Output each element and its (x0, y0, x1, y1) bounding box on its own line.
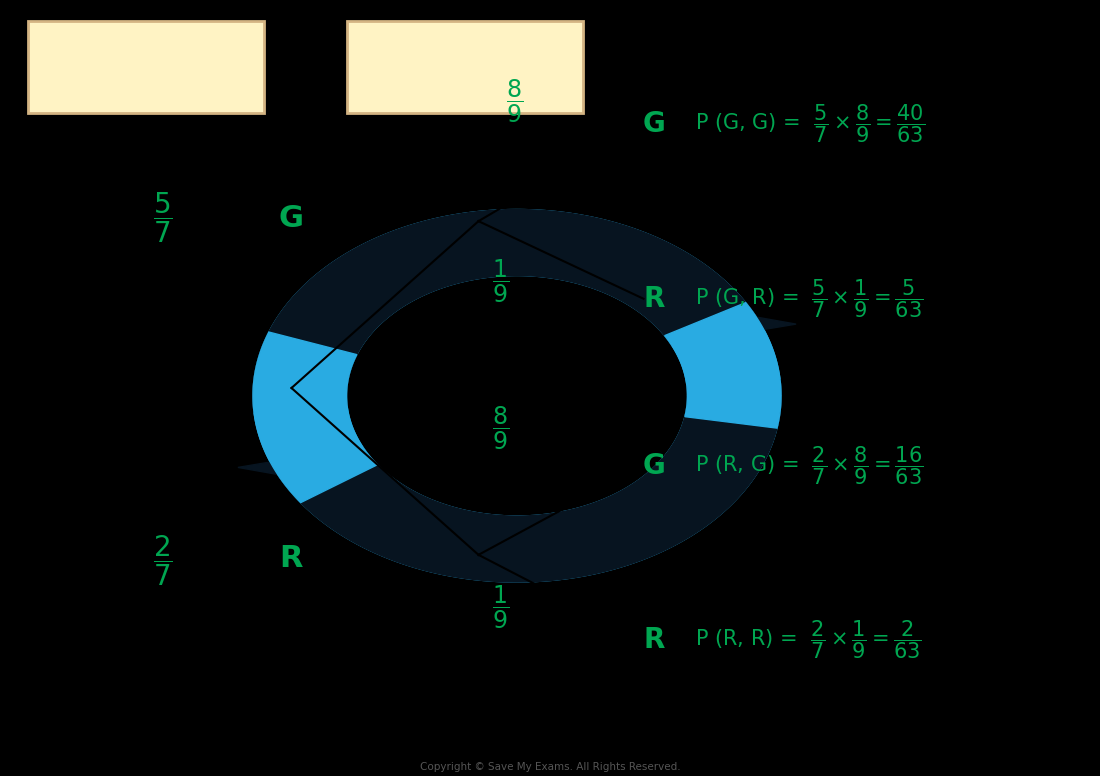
Text: $\dfrac{1}{9}$: $\dfrac{1}{9}$ (492, 257, 509, 305)
Text: $\dfrac{2}{7}$: $\dfrac{2}{7}$ (153, 533, 173, 587)
Text: $\dfrac{1}{9}$: $\dfrac{1}{9}$ (492, 583, 509, 631)
Text: $\dfrac{8}{9}$: $\dfrac{8}{9}$ (492, 404, 509, 452)
Text: G: G (644, 110, 666, 138)
Text: R: R (279, 544, 304, 573)
Text: $\mathbf{1^{ST}}$ SET OF: $\mathbf{1^{ST}}$ SET OF (41, 36, 142, 57)
FancyBboxPatch shape (346, 21, 583, 113)
Text: R: R (644, 285, 666, 313)
Text: TRAFFIC LIGHTS: TRAFFIC LIGHTS (41, 81, 185, 99)
Text: $\dfrac{8}{9}$: $\dfrac{8}{9}$ (506, 77, 524, 125)
FancyBboxPatch shape (28, 21, 264, 113)
Text: P (R, G) =  $\dfrac{2}{7} \times \dfrac{8}{9} = \dfrac{16}{63}$: P (R, G) = $\dfrac{2}{7} \times \dfrac{8… (695, 445, 924, 487)
Text: R: R (644, 626, 666, 654)
Polygon shape (664, 303, 781, 428)
Polygon shape (253, 332, 377, 503)
Polygon shape (238, 379, 781, 582)
Text: P (R, R) =  $\dfrac{2}{7} \times \dfrac{1}{9} = \dfrac{2}{63}$: P (R, R) = $\dfrac{2}{7} \times \dfrac{1… (695, 619, 922, 661)
Text: G: G (279, 204, 304, 234)
Text: Copyright © Save My Exams. All Rights Reserved.: Copyright © Save My Exams. All Rights Re… (420, 762, 680, 771)
Text: P (G, R) =  $\dfrac{5}{7} \times \dfrac{1}{9} = \dfrac{5}{63}$: P (G, R) = $\dfrac{5}{7} \times \dfrac{1… (695, 278, 924, 320)
Text: $\mathbf{2^{ND}}$ SET OF: $\mathbf{2^{ND}}$ SET OF (360, 36, 464, 57)
Polygon shape (253, 210, 781, 582)
Text: TRAFFIC LIGHTS: TRAFFIC LIGHTS (360, 81, 504, 99)
Polygon shape (253, 210, 796, 412)
Text: $\dfrac{5}{7}$: $\dfrac{5}{7}$ (153, 190, 173, 244)
Text: P (G, G) =  $\dfrac{5}{7} \times \dfrac{8}{9} = \dfrac{40}{63}$: P (G, G) = $\dfrac{5}{7} \times \dfrac{8… (695, 103, 925, 145)
Text: G: G (644, 452, 666, 480)
